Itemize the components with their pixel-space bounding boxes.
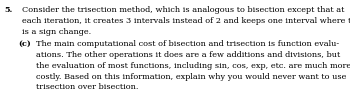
Text: 5.: 5. [4, 6, 12, 14]
Text: is a sign change.: is a sign change. [22, 28, 91, 36]
Text: (c): (c) [18, 40, 31, 48]
Text: ations. The other operations it does are a few additions and divisions, but: ations. The other operations it does are… [36, 51, 340, 59]
Text: each iteration, it creates 3 intervals instead of 2 and keeps one interval where: each iteration, it creates 3 intervals i… [22, 17, 350, 25]
Text: trisection over bisection.: trisection over bisection. [36, 83, 139, 91]
Text: The main computational cost of bisection and trisection is function evalu-: The main computational cost of bisection… [36, 40, 339, 48]
Text: costly. Based on this information, explain why you would never want to use: costly. Based on this information, expla… [36, 73, 346, 81]
Text: the evaluation of most functions, including sin, cos, exp, etc. are much more: the evaluation of most functions, includ… [36, 62, 350, 70]
Text: Consider the trisection method, which is analogous to bisection except that at: Consider the trisection method, which is… [22, 6, 344, 14]
